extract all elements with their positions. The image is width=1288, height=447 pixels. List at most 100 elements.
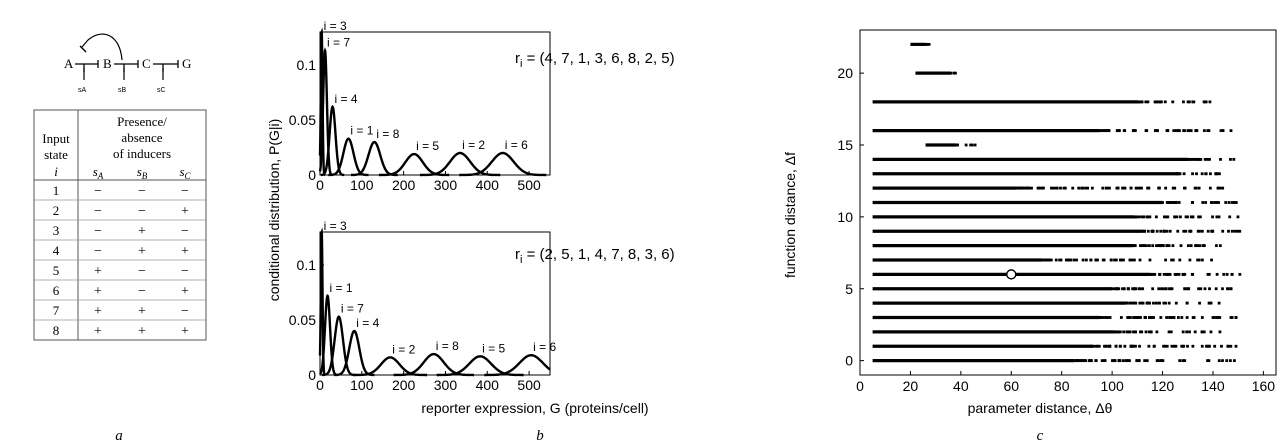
scatter-point [1221, 229, 1225, 233]
table-cell-sign: − [138, 184, 146, 199]
scatter-point [1175, 172, 1179, 176]
scatter-point [1189, 229, 1193, 233]
scatter-point [1145, 244, 1148, 248]
scatter-point [1191, 344, 1195, 348]
scatter-point [1228, 215, 1232, 219]
scatter-point [1131, 215, 1134, 219]
scatter-point [1232, 201, 1236, 204]
scatter-point [1076, 359, 1080, 363]
scatter-point [1221, 186, 1225, 190]
scatter-point [1101, 258, 1105, 262]
scatter-point [1204, 201, 1208, 204]
scatter-point [1213, 344, 1217, 348]
scatter-point [1174, 129, 1178, 133]
scatter-point [1146, 100, 1150, 104]
scatter-point [1122, 186, 1125, 190]
scatter-point [1187, 287, 1191, 291]
scatter-point [1114, 258, 1118, 262]
scatter-point [1178, 359, 1182, 363]
x-tick-label: 0 [856, 378, 864, 394]
scatter-point [1126, 359, 1130, 363]
scatter-point [1133, 215, 1137, 219]
plot-frame [859, 29, 1277, 376]
scatter-point [1151, 229, 1155, 233]
scatter-point [1144, 129, 1148, 133]
scatter-point [1236, 215, 1240, 219]
table-cell-sign: − [94, 244, 102, 259]
scatter-point [1080, 186, 1084, 190]
scatter-point [1171, 186, 1175, 190]
scatter-point [1167, 244, 1171, 248]
peak-label: i = 1 [330, 281, 353, 295]
scatter-point [1207, 272, 1211, 276]
table-cell-i: 2 [53, 203, 60, 218]
scatter-point [1219, 129, 1223, 133]
scatter-point [1148, 258, 1152, 262]
y-tick-label: 0.1 [297, 57, 317, 73]
scatter-point [1182, 100, 1185, 104]
panel-b: ri = (4, 7, 1, 3, 6, 8, 2, 5) 0 100 200 300… [266, 19, 675, 444]
b-top-annotation: ri = (4, 7, 1, 3, 6, 8, 2, 5) [515, 50, 675, 70]
scatter-point [1134, 330, 1138, 334]
scatter-point [1138, 287, 1142, 291]
scatter-point [1135, 359, 1139, 363]
scatter-point [1136, 186, 1140, 190]
scatter-point [1140, 301, 1144, 305]
scatter-point [1173, 272, 1177, 276]
scatter-point [1183, 359, 1187, 363]
scatter-point [1176, 229, 1180, 233]
scatter-point [1200, 330, 1204, 334]
scatter-point [1218, 172, 1221, 176]
table-cell-sign: + [181, 244, 189, 259]
scatter-point [1191, 316, 1195, 319]
scatter-point [1203, 287, 1207, 291]
scatter-point [1186, 344, 1189, 348]
scatter-point [1174, 344, 1178, 348]
scatter-point [1238, 229, 1242, 233]
scatter-point [1118, 359, 1122, 363]
scatter-point [1196, 244, 1200, 248]
scatter-point [1221, 129, 1225, 133]
scatter-point [1122, 258, 1125, 262]
scatter-point [1155, 244, 1158, 248]
scatter-point [1097, 344, 1101, 348]
peak-label: i = 8 [436, 339, 459, 353]
scatter-point [1155, 359, 1159, 363]
y-tick-label: 15 [837, 137, 853, 153]
scatter-point [1196, 229, 1200, 233]
scatter-point [1184, 229, 1188, 233]
scatter-point [1205, 344, 1209, 348]
scatter-point [1186, 129, 1190, 133]
scatter-point [1218, 316, 1222, 319]
table-cell-sign: + [181, 284, 189, 299]
scatter-point [1157, 287, 1161, 291]
scatter-point [1152, 316, 1155, 319]
scatter-point [1187, 100, 1191, 104]
scatter-point [1096, 258, 1099, 262]
scatter-point [1188, 330, 1191, 334]
scatter-point [1167, 301, 1171, 305]
scatter-point [1116, 186, 1120, 190]
scatter-point [1225, 359, 1229, 363]
scatter-point [1164, 258, 1167, 262]
scatter-point [1198, 301, 1202, 305]
scatter-point [1200, 229, 1204, 233]
scatter-point [1059, 258, 1063, 262]
scatter-point [1178, 258, 1182, 262]
scatter-point [1227, 229, 1230, 233]
scatter-point [1141, 287, 1145, 291]
b-xlabel: reporter expression, G (proteins/cell) [421, 400, 648, 416]
scatter-point [1166, 215, 1170, 219]
scatter-point [1230, 316, 1234, 319]
scatter-point [1210, 229, 1214, 233]
scatter-point [1151, 287, 1155, 291]
scatter-point [1017, 186, 1020, 190]
scatter-point [1030, 186, 1033, 190]
inducer-sA: sA [78, 87, 87, 94]
scatter-point [1186, 244, 1190, 248]
scatter-point [1215, 201, 1219, 204]
scatter-point [1155, 229, 1159, 233]
scatter-point [1090, 186, 1094, 190]
scatter-point [1173, 172, 1177, 176]
scatter-point [1191, 215, 1195, 219]
